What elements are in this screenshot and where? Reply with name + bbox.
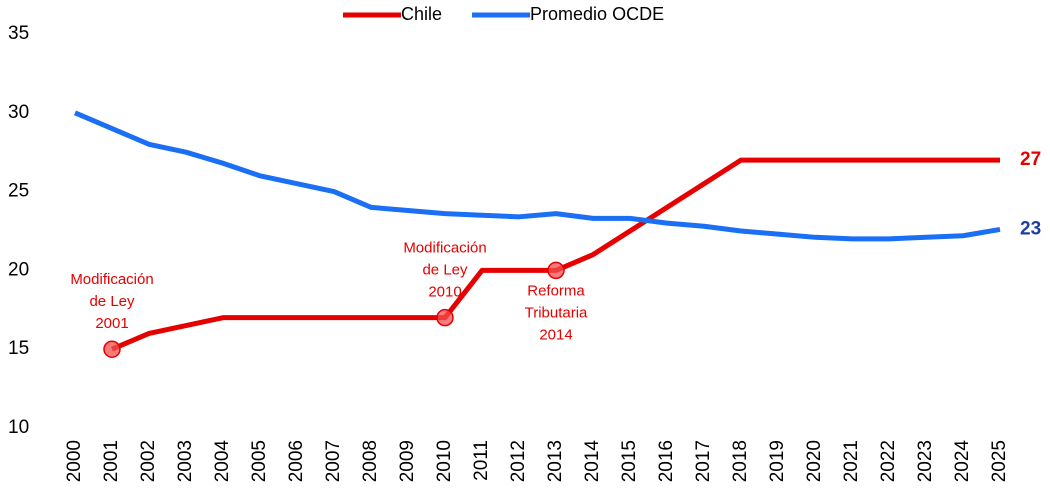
x-tick-label: 2011 [471, 440, 492, 481]
y-tick-label: 25 [8, 181, 29, 202]
x-tick-label: 2009 [397, 440, 418, 482]
annotation-text: de Ley [422, 262, 468, 279]
x-tick-label: 2024 [952, 440, 973, 483]
x-tick-label: 2014 [582, 440, 603, 483]
x-tick-label: 2004 [212, 440, 233, 483]
y-tick-label: 15 [8, 338, 29, 359]
x-tick-label: 2013 [545, 440, 566, 482]
annotation-marker [436, 308, 454, 327]
annotation-text: 2014 [539, 326, 572, 343]
annotation-text: de Ley [89, 293, 135, 310]
y-tick-label: 10 [8, 417, 29, 438]
annotation-marker [547, 261, 565, 280]
x-tick-label: 2002 [138, 440, 159, 482]
x-tick-label: 2001 [101, 440, 122, 482]
x-tick-label: 2003 [175, 440, 196, 482]
y-tick-label: 35 [8, 23, 29, 44]
end-label: 27 [1020, 149, 1041, 170]
end-label: 23 [1020, 218, 1041, 239]
line-series [74, 110, 1001, 242]
y-tick-label: 20 [8, 259, 29, 280]
annotation-text: Tributaria [525, 304, 588, 321]
annotation-text: 2001 [95, 315, 128, 332]
legend-label: Promedio OCDE [530, 4, 664, 24]
y-tick-label: 30 [8, 102, 29, 123]
x-tick-label: 2023 [915, 440, 936, 482]
annotation-text: 2010 [428, 284, 461, 301]
x-tick-label: 2020 [804, 440, 825, 482]
annotation-text: Reforma [527, 282, 585, 299]
x-tick-label: 2019 [767, 440, 788, 482]
legend-label: Chile [401, 4, 442, 24]
x-tick-label: 2018 [730, 440, 751, 482]
x-tick-label: 2025 [989, 440, 1010, 482]
x-tick-label: 2008 [360, 440, 381, 482]
x-tick-label: 2015 [619, 440, 640, 482]
x-tick-label: 2010 [434, 440, 455, 482]
x-tick-label: 2021 [841, 440, 862, 482]
x-tick-label: 2012 [508, 440, 529, 482]
x-tick-label: 2007 [323, 440, 344, 482]
legend: Chile Promedio OCDE [343, 4, 664, 24]
x-tick-label: 2017 [693, 440, 714, 482]
x-tick-label: 2005 [249, 440, 270, 482]
annotation-text: Modificación [70, 271, 153, 288]
annotation-text: Modificación [403, 240, 486, 257]
x-tick-label: 2006 [286, 440, 307, 482]
x-tick-label: 2022 [878, 440, 899, 482]
annotation-marker [103, 340, 121, 358]
x-tick-label: 2000 [64, 440, 85, 482]
x-tick-label: 2016 [656, 440, 677, 482]
